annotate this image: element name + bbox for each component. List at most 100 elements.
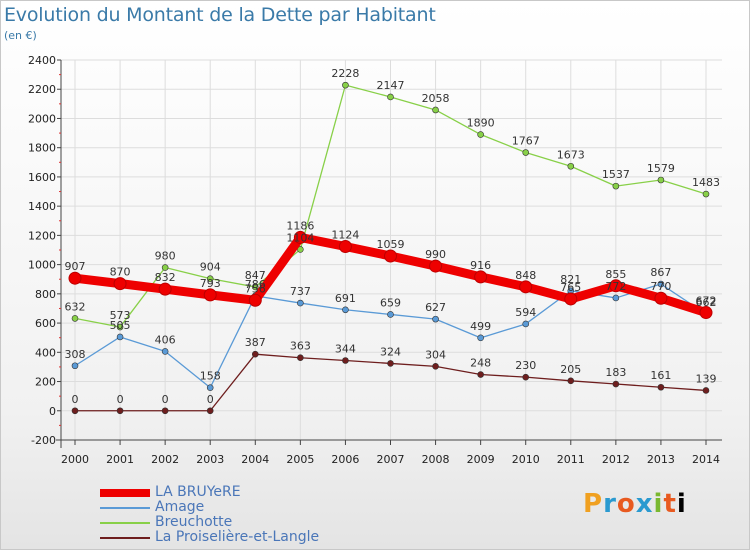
data-label: 0 (117, 393, 124, 406)
data-point (116, 323, 124, 331)
data-point (293, 230, 307, 244)
data-label: 855 (605, 268, 626, 281)
data-label: 2147 (377, 79, 405, 92)
data-point (203, 288, 217, 302)
data-label: 691 (335, 292, 356, 305)
data-point (522, 373, 530, 381)
data-point (432, 106, 439, 114)
data-label: 158 (200, 370, 221, 383)
data-label: 772 (605, 280, 626, 293)
y-tick-label: 2200 (28, 83, 56, 96)
data-label: 1579 (647, 162, 675, 175)
legend-label: La Proiselière-et-Langle (155, 529, 320, 545)
data-point (702, 387, 710, 394)
x-tick-label: 2013 (647, 453, 675, 466)
data-point (609, 279, 623, 293)
x-tick-label: 2012 (602, 453, 630, 466)
data-point (206, 384, 214, 391)
data-label: 659 (380, 296, 401, 309)
data-label: 363 (290, 340, 311, 353)
data-point (432, 363, 439, 370)
data-label: 916 (470, 259, 491, 272)
data-label: 821 (560, 273, 581, 286)
legend-swatch (100, 507, 150, 509)
data-label: 870 (110, 266, 131, 279)
data-point (474, 270, 488, 284)
data-label: 907 (65, 260, 86, 273)
data-point (384, 249, 397, 263)
legend-swatch (100, 522, 150, 524)
y-tick-label: 800 (35, 288, 56, 301)
chart-subtitle: (en €) (4, 29, 37, 42)
data-label: 387 (245, 336, 266, 349)
data-label: 867 (650, 266, 671, 279)
data-label: 786 (245, 278, 266, 291)
data-point (342, 306, 349, 314)
x-tick-label: 2002 (151, 453, 179, 466)
data-label: 205 (560, 363, 581, 376)
x-tick-label: 2003 (196, 453, 224, 466)
data-label: 324 (380, 345, 401, 358)
data-label: 499 (470, 320, 491, 333)
data-label: 505 (110, 319, 131, 332)
data-point (612, 380, 620, 388)
data-point (297, 354, 304, 362)
data-label: 161 (650, 369, 671, 382)
data-label: 847 (245, 269, 266, 282)
data-point (116, 333, 124, 341)
y-tick-label: 400 (35, 346, 56, 359)
data-point (297, 246, 304, 253)
data-point (432, 315, 439, 323)
data-point (342, 357, 349, 364)
data-label: 1186 (286, 219, 314, 232)
data-label: 230 (515, 359, 536, 372)
y-tick-label: 1800 (28, 142, 56, 155)
y-tick-label: 0 (49, 405, 56, 418)
data-point (71, 362, 79, 370)
data-label: 1104 (286, 231, 314, 244)
data-label: 832 (155, 271, 176, 284)
data-point (702, 190, 710, 198)
data-label: 0 (72, 393, 79, 406)
data-point (251, 283, 259, 291)
data-point (477, 334, 484, 342)
y-tick-label: 2000 (28, 112, 56, 125)
chart-title: Evolution du Montant de la Dette par Hab… (4, 4, 436, 26)
data-point (206, 407, 214, 415)
data-point (522, 149, 530, 156)
data-point (522, 320, 530, 328)
legend-swatch (100, 537, 150, 539)
data-label: 344 (335, 342, 356, 355)
data-point (567, 162, 575, 170)
data-label: 980 (155, 250, 176, 263)
data-point (206, 275, 214, 282)
y-tick-label: 1000 (28, 259, 56, 272)
y-tick-label: -200 (31, 434, 56, 447)
legend-label: Breuchotte (155, 514, 233, 530)
data-label: 1537 (602, 168, 630, 181)
data-label: 2058 (422, 92, 450, 105)
x-tick-label: 2010 (512, 453, 540, 466)
data-point (567, 377, 575, 385)
data-label: 1483 (692, 176, 720, 189)
data-point (116, 407, 124, 415)
x-tick-label: 2006 (331, 453, 359, 466)
data-label: 990 (425, 248, 446, 261)
data-point (161, 264, 169, 271)
data-label: 406 (155, 333, 176, 346)
data-point (387, 360, 394, 367)
x-tick-label: 2000 (61, 453, 89, 466)
data-label: 848 (515, 269, 536, 282)
data-point (387, 93, 394, 101)
data-label: 594 (515, 306, 536, 319)
data-point (564, 292, 578, 306)
data-point (612, 182, 620, 190)
y-tick-label: 600 (35, 317, 56, 330)
data-point (161, 348, 169, 355)
data-point (612, 294, 620, 302)
data-label: 573 (110, 309, 131, 322)
data-label: 308 (65, 348, 86, 361)
x-tick-label: 2011 (557, 453, 585, 466)
data-label: 765 (560, 281, 581, 294)
data-label: 1890 (467, 117, 495, 130)
